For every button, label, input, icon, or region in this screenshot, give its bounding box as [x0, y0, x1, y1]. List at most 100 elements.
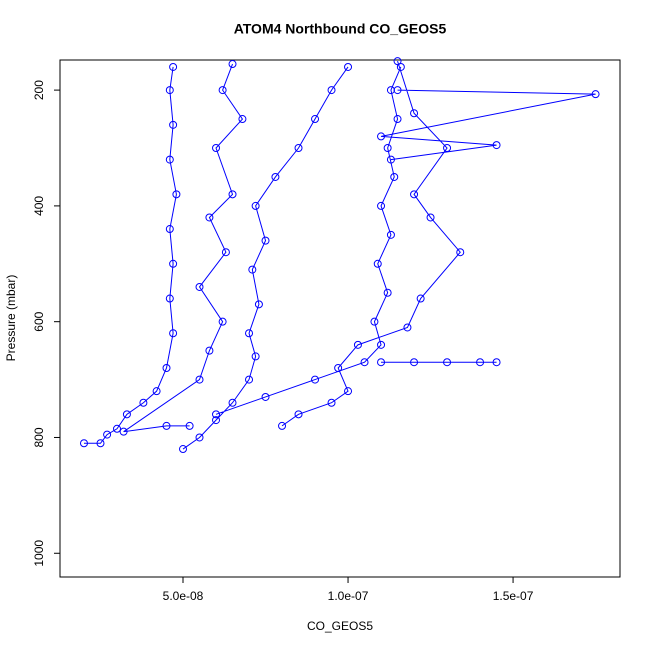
data-point	[327, 86, 336, 95]
data-point	[416, 294, 425, 303]
data-point	[373, 259, 382, 268]
data-point	[386, 230, 395, 239]
y-tick-label: 400	[32, 196, 46, 216]
data-point	[396, 62, 405, 71]
data-point	[261, 392, 270, 401]
data-point	[195, 375, 204, 384]
data-point	[245, 329, 254, 338]
data-point	[79, 439, 88, 448]
data-point	[212, 144, 221, 152]
y-tick-label: 200	[32, 80, 46, 100]
data-point	[344, 387, 353, 396]
data-point	[410, 190, 419, 199]
data-point	[383, 144, 392, 152]
data-point	[353, 340, 362, 349]
data-point	[195, 433, 204, 442]
data-point	[377, 358, 386, 367]
y-tick-label: 1000	[32, 540, 46, 567]
data-point	[248, 265, 257, 274]
data-point	[294, 144, 303, 152]
data-point	[165, 294, 174, 303]
data-point	[370, 317, 379, 326]
data-point	[278, 421, 287, 430]
data-point	[410, 358, 419, 367]
plot-frame	[59, 59, 621, 578]
data-point	[492, 358, 501, 367]
data-point	[113, 424, 122, 433]
data-point	[456, 248, 465, 257]
data-point	[377, 201, 386, 210]
data-point	[251, 352, 260, 361]
data-point	[476, 358, 485, 367]
data-line	[83, 61, 596, 450]
data-point	[172, 190, 181, 199]
data-point	[119, 427, 128, 436]
data-point	[386, 155, 395, 164]
x-axis-label: CO_GEOS5	[307, 619, 373, 633]
data-point	[162, 421, 171, 430]
data-point	[410, 109, 419, 118]
data-point	[165, 225, 174, 234]
data-point	[492, 141, 501, 150]
data-point	[261, 236, 270, 245]
data-point	[254, 300, 263, 309]
x-tick-label: 1.5e-07	[493, 589, 534, 603]
data-point	[205, 213, 214, 222]
data-point	[591, 90, 600, 99]
data-point	[221, 248, 230, 257]
data-point	[426, 213, 435, 222]
data-point	[179, 445, 188, 454]
data-point	[294, 410, 303, 419]
data-point	[311, 375, 320, 384]
data-point	[238, 115, 247, 124]
data-point	[212, 416, 221, 425]
data-point	[443, 144, 452, 152]
data-point	[218, 317, 227, 326]
data-point	[228, 398, 237, 407]
data-point	[443, 358, 452, 367]
data-point	[228, 60, 237, 69]
data-point	[218, 86, 227, 95]
data-point	[360, 358, 369, 367]
data-point	[185, 421, 194, 430]
data-point	[251, 201, 260, 210]
data-point	[403, 323, 412, 332]
data-point	[377, 132, 386, 141]
data-point	[205, 346, 214, 355]
x-tick-label: 5.0e-08	[163, 589, 204, 603]
data-point	[122, 410, 131, 419]
data-point	[271, 172, 280, 181]
data-point	[169, 62, 178, 71]
data-point	[162, 364, 171, 372]
data-point	[212, 410, 221, 419]
data-point	[311, 115, 320, 124]
data-point	[165, 155, 174, 164]
data-point	[103, 430, 112, 439]
chart-title: ATOM4 Northbound CO_GEOS5	[234, 21, 447, 37]
data-point	[96, 439, 105, 448]
data-point	[195, 282, 204, 291]
data-point	[169, 120, 178, 129]
y-axis-label: Pressure (mbar)	[4, 275, 18, 362]
data-point	[169, 329, 178, 338]
data-point	[383, 288, 392, 297]
data-point	[377, 340, 386, 349]
data-point	[152, 387, 161, 396]
data-point	[344, 62, 353, 71]
data-point	[334, 364, 343, 372]
data-point	[228, 190, 237, 199]
y-tick-label: 800	[32, 427, 46, 447]
data-point	[327, 398, 336, 407]
data-point	[390, 172, 399, 181]
data-point	[169, 259, 178, 268]
x-tick-label: 1.0e-07	[328, 589, 369, 603]
data-point	[139, 398, 148, 407]
data-point	[245, 375, 254, 384]
data-point	[393, 86, 402, 95]
data-point	[393, 57, 402, 66]
data-point	[165, 86, 174, 95]
data-point	[393, 115, 402, 124]
y-tick-label: 600	[32, 311, 46, 331]
